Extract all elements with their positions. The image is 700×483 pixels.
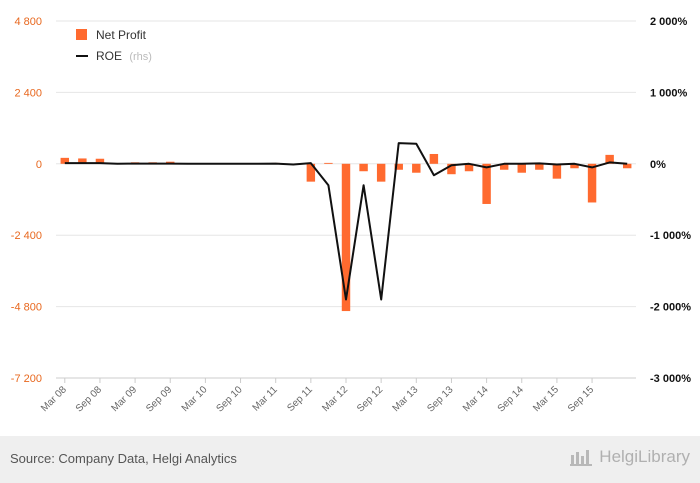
net-profit-bar xyxy=(622,163,632,169)
legend-swatch-net-profit xyxy=(76,29,87,40)
source-text: Source: Company Data, Helgi Analytics xyxy=(10,451,237,466)
net-profit-bar xyxy=(570,163,579,169)
y-right-tick-label: 0% xyxy=(650,159,666,171)
legend-label-net-profit: Net Profit xyxy=(96,28,147,42)
x-tick-label: Mar 10 xyxy=(180,384,210,414)
net-profit-bar xyxy=(517,163,526,173)
y-left-tick-label: -7 200 xyxy=(11,373,42,385)
net-profit-bar xyxy=(95,158,105,164)
net-profit-bar xyxy=(78,158,87,164)
library-icon xyxy=(570,450,593,466)
net-profit-bar xyxy=(376,163,386,182)
y-left-tick-label: 2 400 xyxy=(14,87,42,99)
net-profit-bar xyxy=(464,163,474,172)
y-left-tick-label: 4 800 xyxy=(14,16,42,28)
x-tick-label: Sep 14 xyxy=(496,384,526,414)
y-left-tick-label: -4 800 xyxy=(11,302,42,314)
net-profit-bar xyxy=(447,163,456,175)
net-profit-bar xyxy=(306,163,316,182)
chart-svg: 4 800 2 000% 2 400 1 000% 0 0% -2 400 -1 000% -4… xyxy=(11,16,691,415)
y-right-tick-label: 2 000% xyxy=(650,16,688,28)
y-left-tick-label: -2 400 xyxy=(11,230,42,242)
roe-line xyxy=(64,142,628,301)
x-tick-label: Mar 08 xyxy=(39,384,69,414)
legend: Net Profit ROE (rhs) xyxy=(76,28,152,63)
net-profit-bar xyxy=(605,154,614,164)
x-tick-label: Sep 13 xyxy=(425,384,455,414)
y-right-tick-label: 1 000% xyxy=(650,87,688,99)
roe-line-layer xyxy=(64,142,628,301)
x-tick-label: Mar 12 xyxy=(320,384,350,414)
net-profit-bar xyxy=(587,163,597,203)
net-profit-bar xyxy=(535,163,544,170)
x-tick-label: Sep 09 xyxy=(144,384,174,414)
axes: 4 800 2 000% 2 400 1 000% 0 0% -2 400 -1 000% -4… xyxy=(11,16,691,415)
y-left-tick-label: 0 xyxy=(36,159,42,171)
net-profit-bar xyxy=(324,162,333,164)
footer: Source: Company Data, Helgi Analytics He… xyxy=(0,436,700,483)
x-tick-label: Mar 09 xyxy=(109,384,139,414)
net-profit-bar xyxy=(341,163,351,312)
x-tick-label: Sep 11 xyxy=(285,384,315,414)
x-tick-label: Sep 10 xyxy=(214,384,244,414)
net-profit-bar xyxy=(499,163,509,170)
net-profit-bar xyxy=(60,157,70,164)
net-profit-bars xyxy=(60,153,632,312)
x-tick-label: Mar 11 xyxy=(251,384,281,414)
x-tick-label: Mar 13 xyxy=(391,384,421,414)
logo-text: HelgiLibrary xyxy=(599,447,690,466)
net-profit-bar xyxy=(394,163,403,170)
legend-label-roe-suffix: (rhs) xyxy=(129,51,152,63)
net-profit-bar xyxy=(429,153,439,164)
net-profit-bar xyxy=(482,163,491,204)
helgi-library-logo: HelgiLibrary xyxy=(569,447,690,467)
net-profit-bar xyxy=(552,163,562,179)
x-tick-label: Sep 15 xyxy=(566,384,596,414)
y-right-tick-label: -1 000% xyxy=(650,230,691,242)
x-tick-label: Sep 12 xyxy=(355,384,385,414)
svg-text:ROE (rhs): ROE (rhs) xyxy=(96,49,152,63)
net-profit-bar xyxy=(359,163,368,172)
x-tick-label: Mar 14 xyxy=(461,384,491,414)
net-profit-bar xyxy=(412,163,421,173)
legend-label-roe: ROE xyxy=(96,49,122,63)
x-tick-label: Mar 15 xyxy=(531,384,561,414)
y-right-tick-label: -3 000% xyxy=(650,373,691,385)
y-right-tick-label: -2 000% xyxy=(650,302,691,314)
x-tick-label: Sep 08 xyxy=(74,384,104,414)
